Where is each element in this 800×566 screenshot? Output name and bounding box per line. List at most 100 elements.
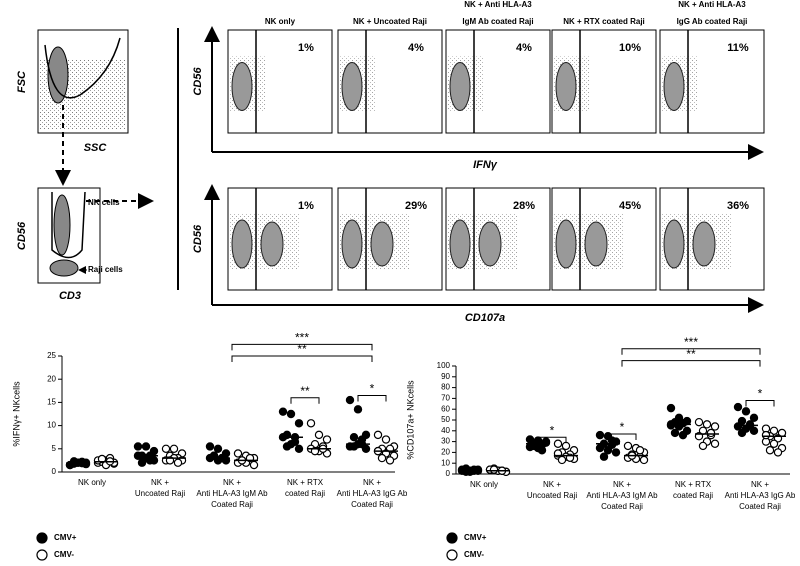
population bbox=[555, 62, 577, 111]
data-point bbox=[710, 422, 720, 431]
legend-label: CMV+ bbox=[464, 533, 487, 542]
significance-label: ** bbox=[300, 384, 310, 398]
x-tick-label: NK only bbox=[78, 478, 106, 487]
x-tick-label: coated Raji bbox=[285, 489, 325, 498]
data-point bbox=[385, 456, 395, 465]
data-point bbox=[381, 435, 391, 444]
x-tick-label: NK + RTX bbox=[287, 478, 324, 487]
population bbox=[53, 194, 71, 256]
x-tick-label: Anti HLA-A3 IgG Ab bbox=[725, 491, 796, 500]
x-tick-label: Coated Raji bbox=[601, 502, 643, 511]
x-tick-label: Uncoated Raji bbox=[135, 489, 185, 498]
data-point bbox=[282, 442, 292, 451]
legend-marker bbox=[446, 532, 458, 544]
percent: 28% bbox=[513, 200, 535, 212]
y-tick-label: 70 bbox=[441, 394, 450, 403]
significance-bracket bbox=[357, 394, 387, 402]
data-point bbox=[603, 446, 613, 455]
data-point bbox=[765, 446, 775, 455]
axis-label: SSC bbox=[84, 142, 108, 154]
data-point bbox=[145, 456, 155, 465]
data-point bbox=[611, 448, 621, 457]
y-tick-label: 100 bbox=[437, 361, 451, 370]
significance-bracket bbox=[537, 436, 567, 444]
y-tick-label: 10 bbox=[47, 421, 56, 430]
percent: 10% bbox=[619, 42, 641, 54]
data-point bbox=[561, 441, 571, 451]
data-point bbox=[694, 417, 704, 427]
y-axis-label: %IFNγ+ NKcells bbox=[11, 381, 21, 447]
legend-label: CMV- bbox=[464, 550, 484, 559]
data-point bbox=[322, 435, 332, 444]
percent: 29% bbox=[405, 200, 427, 212]
y-tick-label: 20 bbox=[47, 374, 56, 383]
data-point bbox=[213, 444, 223, 453]
data-point bbox=[595, 430, 605, 440]
population bbox=[663, 62, 685, 111]
gate-label: NK cells bbox=[88, 198, 120, 207]
legend-marker bbox=[36, 532, 48, 544]
panel-title: NK + Uncoated Raji bbox=[353, 17, 427, 26]
population bbox=[341, 62, 363, 111]
data-point bbox=[761, 430, 771, 440]
x-tick-label: Uncoated Raji bbox=[527, 491, 577, 500]
data-point bbox=[670, 428, 680, 438]
y-tick-label: 0 bbox=[446, 469, 451, 478]
axis-label: CD107a bbox=[465, 312, 505, 324]
population bbox=[231, 219, 253, 269]
x-tick-label: Anti HLA-A3 IgM Ab bbox=[196, 489, 268, 498]
data-point bbox=[537, 446, 547, 455]
legend-marker bbox=[36, 549, 48, 561]
y-tick-label: 90 bbox=[441, 372, 450, 381]
population bbox=[47, 46, 69, 104]
y-tick-label: 80 bbox=[441, 383, 450, 392]
y-tick-label: 0 bbox=[52, 467, 57, 476]
data-point bbox=[706, 428, 716, 438]
population bbox=[341, 219, 363, 269]
panel-title: NK only bbox=[265, 17, 296, 26]
population bbox=[555, 219, 577, 269]
y-axis-label: %CD107a+ NKcells bbox=[405, 380, 415, 460]
data-point bbox=[294, 444, 304, 453]
x-tick-label: NK + bbox=[223, 478, 241, 487]
panel-title: IgM Ab coated Raji bbox=[462, 17, 533, 26]
data-point bbox=[745, 420, 755, 429]
data-point bbox=[678, 430, 688, 440]
y-tick-label: 40 bbox=[441, 426, 450, 435]
data-point bbox=[173, 458, 183, 467]
data-point bbox=[137, 458, 147, 467]
data-point bbox=[557, 455, 567, 465]
x-tick-label: NK + bbox=[751, 480, 769, 489]
significance-bracket bbox=[621, 348, 761, 355]
data-point bbox=[353, 405, 363, 414]
data-point bbox=[623, 441, 633, 451]
panel-title: IgG Ab coated Raji bbox=[677, 17, 748, 26]
data-point bbox=[133, 442, 143, 451]
gate-label: Raji cells bbox=[88, 265, 123, 274]
x-tick-label: NK only bbox=[470, 480, 498, 489]
data-point bbox=[233, 449, 243, 458]
population bbox=[49, 259, 79, 277]
panel-title: NK + Anti HLA-A3 bbox=[678, 0, 746, 9]
data-point bbox=[710, 439, 720, 448]
significance-label: * bbox=[550, 423, 555, 437]
axis-label: CD56 bbox=[192, 224, 204, 253]
data-point bbox=[286, 409, 296, 419]
data-point bbox=[749, 426, 759, 435]
data-point bbox=[702, 420, 712, 429]
data-point bbox=[169, 444, 179, 453]
x-tick-label: Coated Raji bbox=[739, 502, 781, 511]
axis-label: FSC bbox=[16, 70, 28, 93]
data-point bbox=[769, 426, 779, 435]
legend-marker bbox=[446, 549, 458, 561]
data-point bbox=[306, 419, 316, 428]
data-point bbox=[595, 443, 605, 453]
data-point bbox=[361, 444, 371, 453]
data-point bbox=[373, 430, 383, 440]
percent: 4% bbox=[408, 42, 424, 54]
data-point bbox=[698, 441, 708, 451]
data-point bbox=[161, 444, 171, 453]
data-point bbox=[773, 448, 783, 457]
significance-bracket bbox=[621, 360, 761, 367]
